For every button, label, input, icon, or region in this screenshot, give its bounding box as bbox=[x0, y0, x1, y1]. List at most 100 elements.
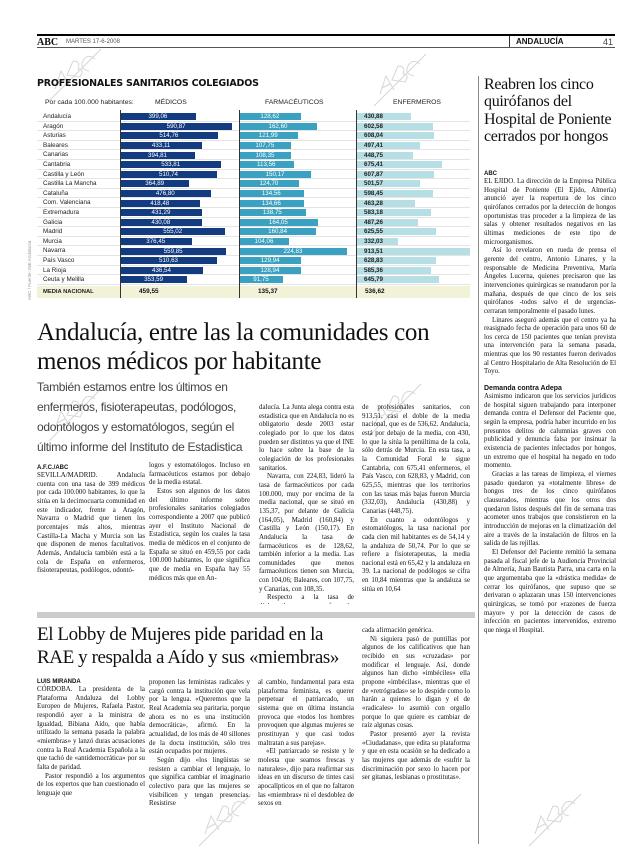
paragraph: proponen las feministas radicales y carg… bbox=[149, 679, 250, 756]
lobby-column-1: LUIS MIRANDA CÓRDOBA. La presidenta de l… bbox=[37, 678, 145, 844]
row-label: País Vasco bbox=[43, 257, 75, 264]
row-label: Aragón bbox=[43, 122, 64, 130]
bar-medicos: 510,63 bbox=[120, 257, 218, 265]
paragraph: Estos son algunos de los datos del últim… bbox=[149, 487, 250, 582]
bar-enfermeros: 598,45 bbox=[356, 190, 433, 198]
column-header-medicos: MÉDICOS bbox=[155, 99, 187, 106]
paragraph: cada afirmación genérica. bbox=[362, 627, 433, 634]
bar-medicos: 436,54 bbox=[120, 266, 203, 274]
bar-medicos: 399,06 bbox=[120, 113, 196, 121]
bar-enfermeros: 675,41 bbox=[356, 161, 443, 169]
bar-farmaceuticos: 224,83 bbox=[239, 247, 347, 255]
paragraph: SEVILLA/MADRID. Andalucía cuenta con una… bbox=[37, 472, 145, 575]
section-separator bbox=[37, 612, 475, 618]
row-label: Galicia bbox=[43, 218, 63, 226]
paragraph: Linares aseguró además que el centro ya … bbox=[484, 316, 616, 376]
table-row: Cantabria 533,81 113,56 675,41 bbox=[37, 160, 470, 170]
bar-medicos: 364,89 bbox=[120, 180, 190, 188]
table-row: Galicia 430,08 164,05 487,26 bbox=[37, 218, 470, 228]
bar-medicos: 476,80 bbox=[120, 190, 211, 198]
bar-enfermeros: 645,79 bbox=[356, 276, 439, 284]
header-rule bbox=[37, 34, 615, 36]
main-headline: Andalucía, entre las la comunidades con … bbox=[37, 319, 430, 375]
row-label: Navarra bbox=[43, 247, 66, 255]
bar-medicos: 431,29 bbox=[120, 209, 202, 217]
bar-farmaceuticos: 104,06 bbox=[239, 238, 289, 246]
bar-farmaceuticos: 150,17 bbox=[239, 170, 312, 178]
column-divider bbox=[356, 110, 357, 298]
row-label: MEDIA NACIONAL bbox=[43, 288, 94, 295]
paragraph: Pastor presentó ayer la revista «Ciudada… bbox=[362, 730, 470, 782]
row-label: Castilla La Mancha bbox=[43, 180, 97, 188]
issue-date: MARTES 17-6-2008 bbox=[66, 39, 120, 45]
bar-enfermeros: 585,36 bbox=[356, 266, 431, 274]
paragraph: dalucía. La Junta alega contra esta esta… bbox=[259, 404, 354, 472]
bar-farmaceuticos: 160,84 bbox=[239, 228, 317, 236]
bar-enfermeros: 463,28 bbox=[356, 199, 416, 207]
bar-farmaceuticos: 162,60 bbox=[239, 122, 318, 130]
bar-farmaceuticos: 128,94 bbox=[239, 266, 301, 274]
row-label: Madrid bbox=[43, 228, 63, 236]
bar-medicos: 433,11 bbox=[120, 142, 203, 150]
table-row: Madrid 555,02 160,84 625,55 bbox=[37, 227, 470, 237]
paragraph: Así lo revelaron en rueda de prensa el g… bbox=[484, 247, 616, 315]
bar-medicos: 394,81 bbox=[120, 151, 195, 159]
paragraph: CÓRDOBA. La presidenta de la Plataforma … bbox=[37, 686, 145, 771]
table-row: Murcia 376,45 104,06 332,03 bbox=[37, 237, 470, 247]
chart-source: ABC / Fuente: INE Andalucía bbox=[27, 240, 32, 300]
table-row: Aragón 590,87 162,60 602,58 bbox=[37, 122, 470, 132]
row-label: Extremadura bbox=[43, 209, 80, 216]
table-row: Castilla La Mancha 364,89 124,70 501,57 bbox=[37, 179, 470, 189]
table-row: La Rioja 436,54 128,94 585,36 bbox=[37, 266, 470, 276]
row-label: Ceuta y Melilla bbox=[43, 276, 85, 284]
bar-enfermeros: 487,26 bbox=[356, 218, 419, 226]
table-row: Andalucía 399,06 128,62 430,88 bbox=[37, 112, 470, 122]
row-label: La Rioja bbox=[43, 266, 67, 274]
watermark-logo bbox=[48, 48, 102, 102]
bar-farmaceuticos: 138,75 bbox=[239, 209, 306, 217]
row-label: Cantabria bbox=[43, 161, 71, 168]
column-divider bbox=[120, 110, 121, 298]
column-header-enfermeros: ENFERMEROS bbox=[393, 99, 441, 106]
bar-enfermeros: 607,87 bbox=[356, 170, 434, 178]
hospital-headline: Reabren los cinco quirófanos del Hospita… bbox=[484, 76, 612, 146]
paragraph: Respecto a la tasa de diplomados en enfe… bbox=[259, 594, 354, 604]
bar-medicos: 353,59 bbox=[120, 276, 188, 284]
row-label: Com. Valenciana bbox=[43, 199, 91, 207]
paragraph: al cambio, fundamental para esta platafo… bbox=[258, 679, 354, 747]
main-deck: También estamos entre los últimos en enf… bbox=[37, 380, 243, 454]
bar-farmaceuticos: 164,05 bbox=[239, 218, 318, 226]
table-row: Castilla y León 510,74 150,17 607,87 bbox=[37, 170, 470, 180]
bar-enfermeros: 430,88 bbox=[356, 113, 412, 121]
main-byline: A.F.C./ABC bbox=[37, 465, 69, 471]
bar-enfermeros: 583,18 bbox=[356, 209, 431, 217]
paragraph: Según dijo «los lingüistas se resisten a… bbox=[149, 756, 250, 808]
hospital-article-body: ABC EL EJIDO. La dirección de la Empresa… bbox=[484, 170, 616, 845]
bar-medicos: 418,48 bbox=[120, 199, 200, 207]
table-row: Canarias 394,81 108,35 448,75 bbox=[37, 150, 470, 160]
bar-medicos: 514,76 bbox=[120, 132, 218, 140]
chart-subtitle: Por cada 100.000 habitantes: bbox=[45, 99, 134, 106]
bar-enfermeros: 497,41 bbox=[356, 142, 420, 150]
bar-medicos: 559,85 bbox=[120, 247, 227, 255]
column-rule bbox=[478, 76, 479, 844]
total-value: 135,37 bbox=[258, 287, 278, 295]
table-row: Asturias 514,76 121,99 608,04 bbox=[37, 131, 470, 141]
paragraph: Navarra, con 224,83, lideró la tasa de f… bbox=[259, 473, 354, 593]
main-column-2: logos y estomatólogos. Incluso en farmac… bbox=[149, 462, 250, 604]
lobby-headline: El Lobby de Mujeres pide paridad en la R… bbox=[37, 624, 339, 668]
newspaper-logo: ABC bbox=[37, 37, 59, 48]
lobby-column-2: proponen las feministas radicales y carg… bbox=[149, 679, 250, 844]
row-label: Castilla y León bbox=[43, 170, 85, 178]
bar-medicos: 590,87 bbox=[120, 122, 233, 130]
page-number: 41 bbox=[603, 37, 614, 47]
bar-farmaceuticos: 108,35 bbox=[239, 151, 291, 159]
table-row: Baleares 433,11 107,75 497,41 bbox=[37, 141, 470, 151]
bar-enfermeros: 913,51 bbox=[356, 247, 470, 255]
bar-medicos: 533,81 bbox=[120, 161, 222, 169]
bar-enfermeros: 608,04 bbox=[356, 132, 434, 140]
total-value: 536,62 bbox=[365, 287, 385, 295]
paragraph: Gracias a las tareas de limpieza, el vie… bbox=[484, 471, 616, 548]
chart-title: PROFESIONALES SANITARIOS COLEGIADOS bbox=[37, 78, 259, 89]
main-column-3: dalucía. La Junta alega contra esta esta… bbox=[259, 404, 354, 604]
